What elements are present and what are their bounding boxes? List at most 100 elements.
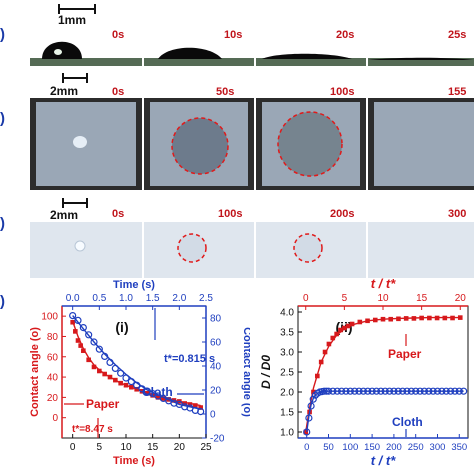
x-bottom-tick-label: 20: [174, 442, 186, 453]
paper-image-100s: [256, 98, 366, 190]
panel-letter-d: ): [0, 293, 5, 310]
data-point-paper: [193, 403, 198, 408]
time-label-b-0: 0s: [112, 86, 125, 98]
y-left-tick-label: 3.0: [280, 348, 294, 359]
y-left-tick-label: 20: [47, 393, 59, 404]
y-left-tick-label: 100: [41, 312, 58, 323]
x-top-tick-label: 2.5: [199, 293, 213, 304]
plot-frame: [61, 305, 207, 439]
data-point-paper: [91, 364, 97, 370]
time-label-a-2: 20s: [336, 29, 355, 41]
data-point-paper: [97, 368, 102, 374]
cloth-image-0s: [30, 222, 142, 278]
x-top-tick-label: 10: [377, 293, 389, 304]
cloth-image-100s: [144, 222, 254, 278]
x-bottom-tick-label: 15: [147, 442, 159, 453]
droplet-image-0s: [30, 41, 142, 66]
data-point-paper: [311, 389, 316, 395]
x-bottom-tick-label: 0: [304, 442, 309, 453]
chart-contact-angle: 0 5 10 15 20 25 0.0 0.5 1.0 1.5 2.0 2.5 0 20 40 60 80 100…: [29, 279, 250, 467]
data-point-paper: [330, 335, 336, 341]
x-bottom-tick-label: 10: [120, 442, 132, 453]
droplet-image-10s: [144, 47, 254, 66]
y-left-tick-label: 1.5: [280, 408, 294, 419]
x-top-tick-label: 0.5: [92, 293, 106, 304]
y-right-tick-label: 60: [210, 338, 222, 349]
time-label-b-2: 100s: [330, 86, 355, 98]
y-left-tick-label: 40: [47, 373, 59, 384]
data-point-cloth: [95, 345, 103, 353]
annotation-cloth: Cloth: [142, 385, 173, 399]
time-label-c-0: 0s: [112, 208, 125, 220]
time-label-b-3: 155: [448, 86, 467, 98]
x-bottom-tick-label: 50: [323, 442, 334, 453]
time-label-c-2: 200s: [330, 208, 355, 220]
scale-label-a: 1mm: [58, 13, 87, 27]
data-point-cloth: [309, 395, 317, 403]
droplet-image-20s: [256, 53, 366, 66]
y-left-axis-label: Contact angle (o): [29, 327, 41, 417]
data-point-paper: [357, 319, 363, 325]
panel-letter-a: ): [0, 26, 5, 43]
x-bottom-tick-label: 350: [451, 442, 467, 453]
data-point-paper: [81, 348, 86, 353]
x-bottom-tick-label: 300: [430, 442, 446, 453]
time-label-a-1: 10s: [224, 29, 243, 41]
panel-letter-b: ): [0, 110, 5, 127]
data-point-paper: [73, 329, 78, 334]
scale-label-c: 2mm: [50, 208, 79, 222]
x-top-tick-label: 0: [303, 293, 309, 304]
data-point-paper: [342, 325, 347, 331]
scale-bar-a: [58, 4, 96, 14]
x-top-axis-label: t / t*: [371, 276, 396, 291]
x-bottom-tick-label: 5: [97, 442, 103, 453]
scale-bar-b: [62, 73, 88, 83]
y-left-tick-label: 60: [47, 352, 59, 363]
y-left-tick-label: 80: [47, 332, 59, 343]
data-point-paper: [457, 315, 463, 320]
data-point-paper: [349, 321, 355, 327]
y-right-axis-label: Contact angle (o): [241, 327, 250, 417]
fit-line-cloth-fit: [72, 315, 201, 410]
annotation-cloth-tstar: t*=0.815 s: [164, 353, 215, 365]
scale-label-b: 2mm: [50, 84, 79, 98]
y-left-tick-label: 0: [52, 413, 58, 424]
data-point-paper: [345, 323, 351, 329]
fit-line-cloth-fit: [306, 390, 464, 433]
x-top-tick-label: 1.0: [119, 293, 133, 304]
x-top-tick-label: 20: [455, 293, 467, 304]
x-bottom-tick-label: 200: [386, 442, 402, 453]
data-point-paper: [326, 341, 332, 347]
x-top-tick-label: 1.5: [146, 293, 160, 304]
annotation-paper-tstar: t*=8.47 s: [72, 424, 113, 435]
x-top-tick-label: 2.0: [172, 293, 186, 304]
droplet-image-25s: [368, 57, 474, 66]
data-point-paper: [78, 343, 83, 348]
y-left-tick-label: 4.0: [280, 308, 294, 319]
x-top-tick-label: 5: [342, 293, 348, 304]
x-bottom-tick-label: 25: [200, 442, 212, 453]
y-left-axis-label: D / D0: [259, 355, 273, 389]
data-point-paper: [334, 331, 339, 337]
x-bottom-axis-label: Time (s): [113, 455, 155, 467]
data-point-paper: [198, 405, 203, 410]
time-label-b-1: 50s: [216, 86, 235, 98]
data-point-paper: [75, 338, 81, 343]
x-bottom-tick-label: 0: [70, 442, 76, 453]
fit-line-paper-fit: [305, 316, 461, 433]
time-label-a-3: 25s: [448, 29, 467, 41]
x-top-tick-label: 0.0: [66, 293, 80, 304]
data-point-cloth: [90, 338, 98, 346]
data-point-paper: [338, 327, 343, 333]
y-right-tick-label: -20: [210, 434, 225, 445]
annotation-cloth: Cloth: [392, 415, 423, 429]
plot-frame: [297, 305, 469, 439]
data-point-paper: [322, 349, 328, 355]
time-label-a-0: 0s: [112, 29, 125, 41]
paper-image-0s: [30, 98, 142, 190]
x-bottom-tick-label: 150: [364, 442, 380, 453]
y-right-tick-label: 80: [210, 314, 222, 325]
x-bottom-tick-label: 100: [342, 442, 358, 453]
y-right-tick-label: 40: [210, 362, 222, 373]
paper-image-155s: [368, 98, 474, 190]
